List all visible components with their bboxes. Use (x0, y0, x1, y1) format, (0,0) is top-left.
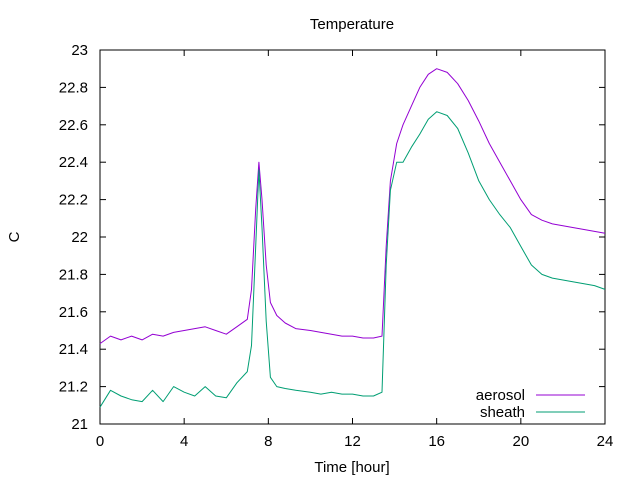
x-tick-label: 4 (180, 433, 188, 450)
x-tick-label: 16 (428, 433, 445, 450)
sheath-line (99, 111, 606, 408)
x-tick-label: 24 (597, 433, 614, 450)
y-tick-label: 22.4 (59, 154, 88, 171)
chart-title: Temperature (310, 16, 394, 33)
y-tick-label: 22 (71, 229, 88, 246)
y-axis: 21 21.2 21.4 21.6 21.8 22 22.2 22.4 22.6 22.8 23 (59, 42, 605, 433)
x-tick-label: 8 (264, 433, 272, 450)
y-tick-label: 21.4 (59, 341, 88, 358)
y-tick-label: 21 (71, 416, 88, 433)
x-tick-label: 0 (96, 433, 104, 450)
y-axis-label: C (6, 231, 23, 242)
y-tick-label: 21.6 (59, 304, 88, 321)
legend-label-aerosol: aerosol (476, 387, 525, 404)
legend-label-sheath: sheath (480, 404, 525, 421)
y-tick-label: 21.8 (59, 266, 88, 283)
x-tick-label: 12 (344, 433, 361, 450)
plot-frame (99, 49, 606, 425)
series-lines (99, 68, 606, 408)
x-tick-label: 20 (512, 433, 529, 450)
x-axis: 0 4 8 12 16 20 24 (96, 50, 614, 450)
y-tick-label: 22.6 (59, 117, 88, 134)
y-tick-label: 22.8 (59, 79, 88, 96)
aerosol-line (99, 68, 606, 345)
y-tick-label: 21.2 (59, 379, 88, 396)
y-tick-label: 23 (71, 42, 88, 59)
x-axis-label: Time [hour] (314, 459, 389, 476)
y-tick-label: 22.2 (59, 192, 88, 209)
